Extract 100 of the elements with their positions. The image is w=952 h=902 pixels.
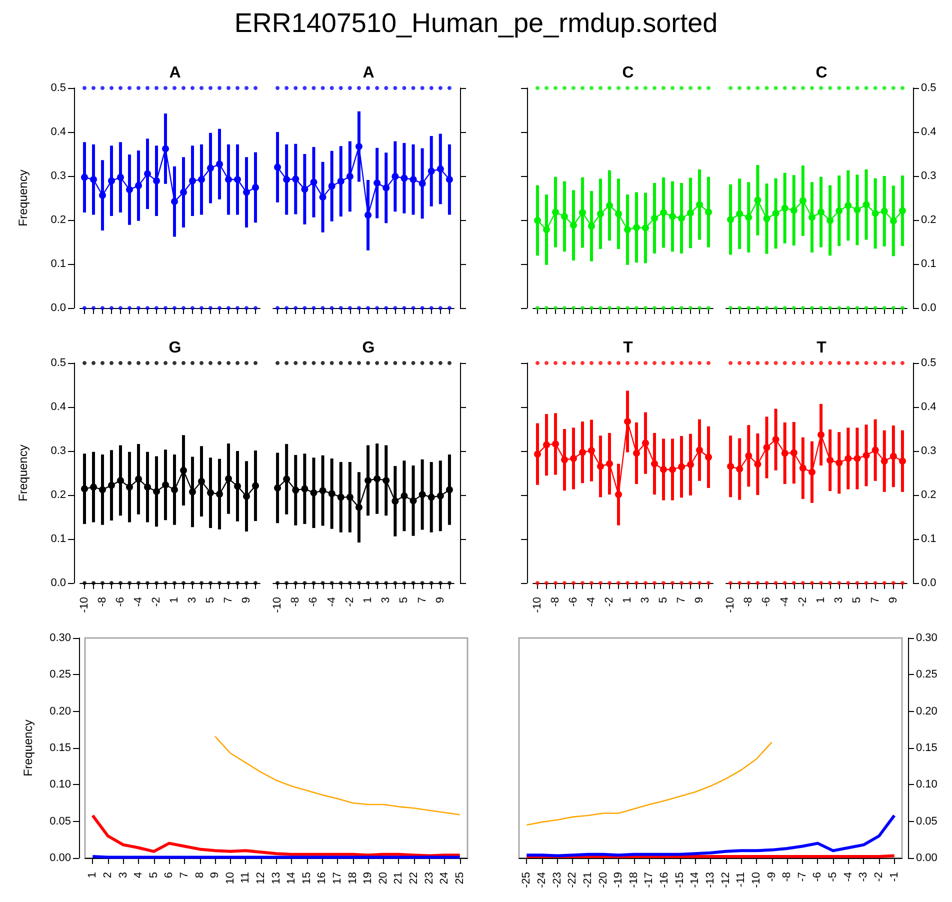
x-tick-label: -4 xyxy=(778,597,790,607)
x-tick-label: 3 xyxy=(186,597,198,604)
y-tick-label: 0.05 xyxy=(916,815,937,828)
y-axis-title: Frequency xyxy=(20,720,34,776)
point xyxy=(420,581,424,585)
point xyxy=(80,485,88,492)
y-tick-label: 0.3 xyxy=(50,170,66,182)
point xyxy=(310,489,317,496)
point xyxy=(668,466,676,473)
point xyxy=(354,143,362,150)
point xyxy=(199,306,203,310)
x-tick-label: -10 xyxy=(271,597,284,613)
point xyxy=(384,306,388,310)
x-tick-label: -1 xyxy=(888,872,900,882)
point xyxy=(418,180,426,187)
x-tick-label: -15 xyxy=(673,872,686,888)
point xyxy=(737,86,742,90)
y-tick-label: 0.10 xyxy=(49,778,70,791)
point xyxy=(445,486,452,494)
x-tick-label: 21 xyxy=(392,872,404,884)
x-tick-label: -10 xyxy=(531,597,543,613)
point xyxy=(436,165,444,172)
point xyxy=(686,209,694,216)
point xyxy=(744,452,752,460)
point xyxy=(392,361,397,365)
point xyxy=(384,581,388,585)
point xyxy=(374,361,379,365)
point xyxy=(428,306,433,310)
point xyxy=(80,174,88,181)
point xyxy=(354,504,362,511)
point xyxy=(410,306,415,310)
point xyxy=(391,172,398,180)
point xyxy=(780,450,788,457)
point xyxy=(764,86,768,90)
point xyxy=(706,581,710,585)
y-tick-label: 0.4 xyxy=(50,401,66,413)
x-tick-label: -8 xyxy=(742,597,754,607)
point xyxy=(402,581,406,585)
point xyxy=(163,306,167,310)
point xyxy=(578,209,586,216)
point xyxy=(108,177,114,184)
x-tick-label: -16 xyxy=(658,872,670,888)
point xyxy=(578,448,586,456)
point xyxy=(598,86,602,90)
point xyxy=(697,361,701,365)
y-tick-label: 0.20 xyxy=(49,705,70,718)
point xyxy=(320,361,324,365)
point xyxy=(697,86,701,90)
point xyxy=(632,224,640,231)
point xyxy=(152,177,160,184)
point xyxy=(688,306,692,310)
point xyxy=(172,86,176,90)
point xyxy=(688,361,692,365)
x-tick-label: 2 xyxy=(101,872,114,878)
point xyxy=(336,178,344,185)
point xyxy=(643,306,647,310)
point xyxy=(302,306,306,310)
point xyxy=(634,361,638,365)
point xyxy=(598,306,602,310)
y-axis-title: Frequency xyxy=(16,444,30,502)
point xyxy=(790,206,797,214)
point xyxy=(374,306,379,310)
y-tick-label: 0.15 xyxy=(916,742,937,754)
point xyxy=(571,581,575,585)
x-tick-label: -6 xyxy=(811,872,824,882)
point xyxy=(607,361,611,365)
x-tick-label: 5 xyxy=(147,872,160,878)
point xyxy=(162,145,168,152)
point xyxy=(660,466,666,473)
point xyxy=(374,581,379,585)
point xyxy=(420,306,424,310)
point xyxy=(145,581,149,585)
point xyxy=(643,86,647,90)
point xyxy=(679,361,683,365)
point xyxy=(588,222,594,230)
x-tick-label: 10 xyxy=(224,872,236,884)
point xyxy=(835,207,842,214)
point xyxy=(634,306,638,310)
point xyxy=(318,487,326,494)
point xyxy=(428,581,433,585)
point xyxy=(580,306,584,310)
point xyxy=(284,361,288,365)
point xyxy=(661,581,665,585)
point xyxy=(818,581,823,585)
point xyxy=(800,581,804,585)
y-tick-label: 0.20 xyxy=(916,705,937,718)
point xyxy=(318,194,326,201)
point xyxy=(706,306,710,310)
point xyxy=(872,361,877,365)
point xyxy=(284,581,288,585)
point xyxy=(544,581,548,585)
point xyxy=(198,478,204,485)
point xyxy=(154,581,158,585)
x-tick-label: -19 xyxy=(612,872,624,888)
point xyxy=(544,306,548,310)
x-tick-label: 7 xyxy=(178,872,190,878)
point xyxy=(235,361,239,365)
point xyxy=(864,306,868,310)
point xyxy=(746,581,750,585)
point xyxy=(624,418,630,426)
